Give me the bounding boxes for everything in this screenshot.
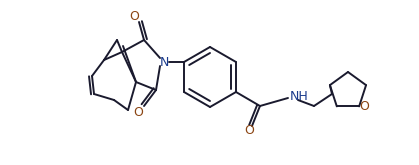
Text: N: N xyxy=(159,55,169,68)
Text: O: O xyxy=(129,11,139,23)
Text: O: O xyxy=(359,100,369,113)
Text: O: O xyxy=(133,105,143,118)
Text: O: O xyxy=(244,123,254,136)
Text: NH: NH xyxy=(290,90,309,103)
